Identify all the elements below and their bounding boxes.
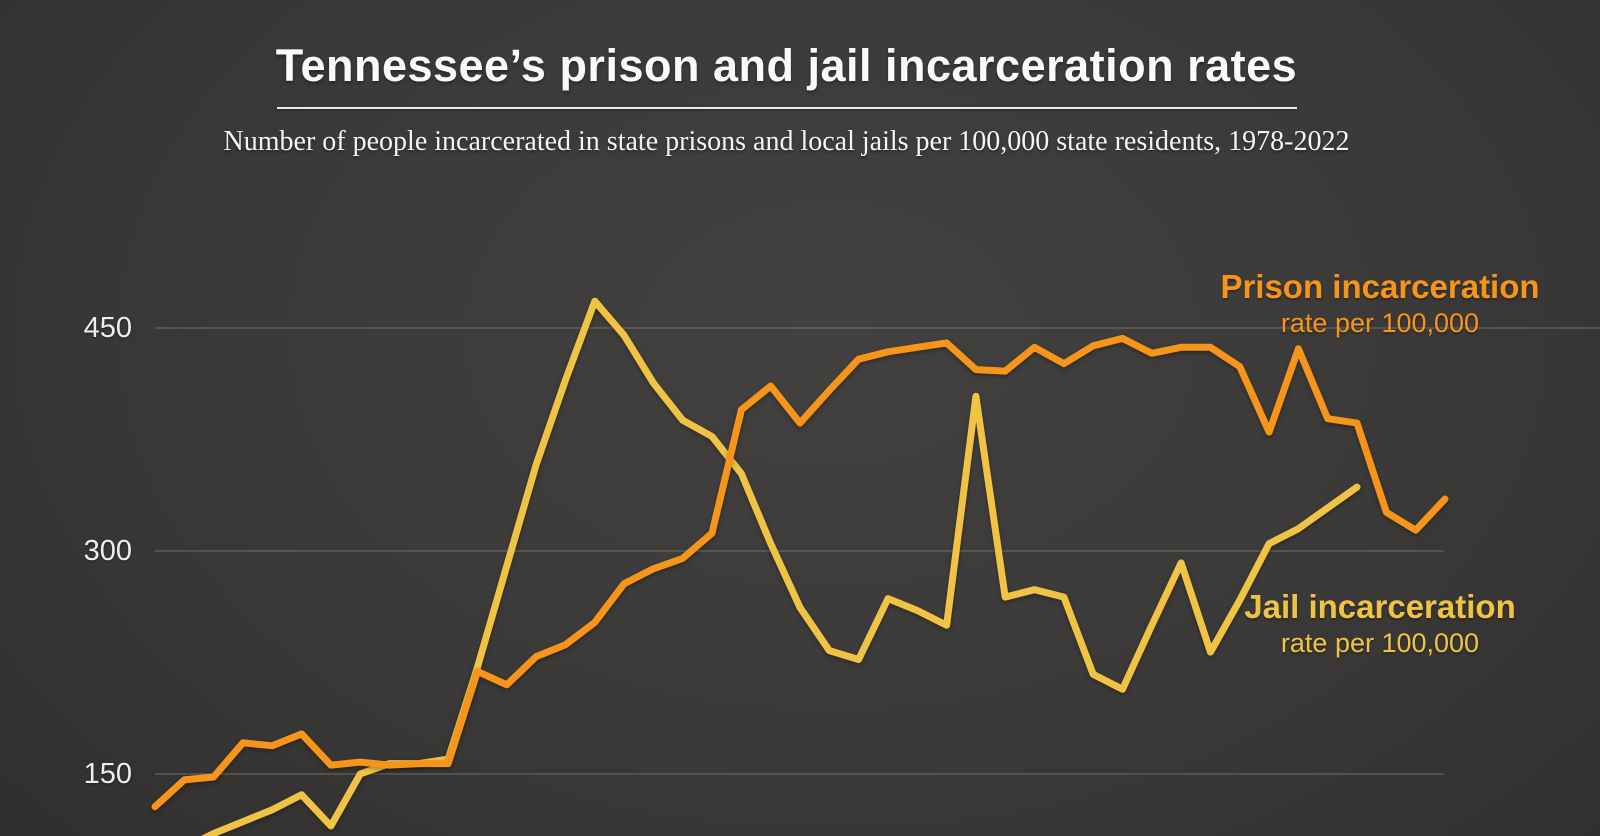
- chart-title: Tennessee’s prison and jail incarceratio…: [275, 40, 1298, 91]
- chart-subtitle: Number of people incarcerated in state p…: [223, 126, 1350, 157]
- jail-rate-line: [200, 297, 1361, 836]
- y-axis-tick-150: 150: [83, 758, 132, 790]
- legend-prison-label: Prison incarceration: [1220, 268, 1540, 305]
- legend-jail-label: Jail incarceration: [1244, 588, 1516, 625]
- prison-rate-line: [151, 334, 1449, 811]
- y-axis-labels: 450 300 150: [0, 0, 132, 836]
- legend-jail-sublabel: rate per 100,000: [1280, 628, 1480, 658]
- y-axis-tick-450: 450: [83, 312, 132, 344]
- title-divider: [276, 107, 1297, 109]
- chart-header: Tennessee’s prison and jail incarceratio…: [0, 40, 1573, 158]
- legend-jail: Jail incarceration rate per 100,000: [1160, 588, 1600, 658]
- y-axis-tick-300: 300: [83, 535, 132, 567]
- legend-prison-sublabel: rate per 100,000: [1280, 308, 1480, 338]
- legend-prison: Prison incarceration rate per 100,000: [1160, 268, 1600, 338]
